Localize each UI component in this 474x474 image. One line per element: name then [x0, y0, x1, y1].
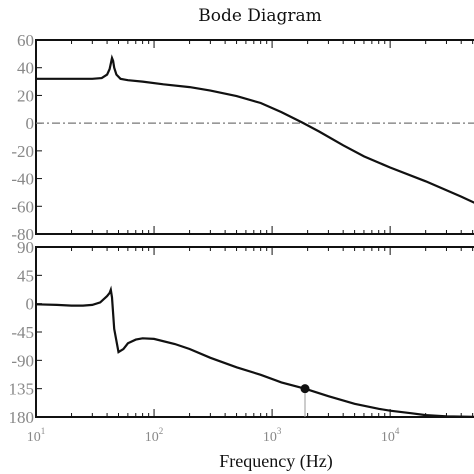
y-tick-label: -80 [11, 225, 34, 244]
x-tick-label: 104 [381, 426, 400, 445]
x-tick-label: 103 [263, 426, 282, 445]
magnitude-y-ticks: 60 40 20 0 -20 -40 -60 -80 [11, 31, 42, 244]
phase-panel: 90 45 0 -45 -90 135 180 [9, 238, 474, 427]
x-tick-labels: 101 102 103 104 [27, 426, 400, 445]
magnitude-x-minor-ticks [35, 40, 474, 234]
y-tick-label: 135 [9, 380, 35, 399]
y-tick-label: -40 [11, 170, 34, 189]
phase-plot-frame [35, 246, 474, 418]
y-tick-label: 20 [17, 86, 34, 105]
y-tick-label: -60 [11, 197, 34, 216]
y-tick-label: -20 [11, 142, 34, 161]
phase-marker-point [300, 384, 310, 394]
magnitude-panel: 60 40 20 0 -20 -40 -60 -80 [11, 31, 474, 244]
y-tick-label: 90 [17, 238, 34, 257]
phase-curve [35, 285, 474, 418]
chart-title: Bode Diagram [198, 6, 322, 26]
x-tick-label: 102 [145, 426, 164, 445]
y-tick-label: 0 [26, 114, 35, 133]
x-axis-label: Frequency (Hz) [219, 451, 332, 472]
y-tick-label: -90 [11, 351, 34, 370]
phase-x-minor-ticks [35, 247, 474, 417]
y-tick-label: 180 [9, 408, 35, 427]
x-tick-label: 101 [27, 426, 46, 445]
y-tick-label: 45 [17, 266, 34, 285]
y-tick-label: 40 [17, 59, 34, 78]
phase-y-ticks: 90 45 0 -45 -90 135 180 [9, 238, 42, 427]
y-tick-label: 60 [17, 31, 34, 50]
y-tick-label: 0 [26, 295, 35, 314]
magnitude-plot-frame [35, 39, 474, 235]
magnitude-curve [36, 54, 474, 204]
y-tick-label: -45 [11, 323, 34, 342]
